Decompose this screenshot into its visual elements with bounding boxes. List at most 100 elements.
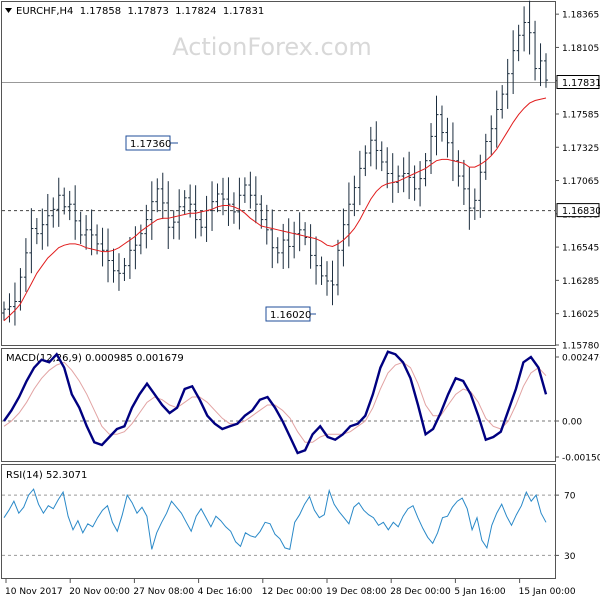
- price-bar: [270, 209, 275, 269]
- price-bar: [286, 218, 291, 269]
- price-bar: [511, 30, 516, 95]
- price-bar: [434, 95, 439, 156]
- time-x-axis: 10 Nov 2017 20 Nov 00:00 27 Nov 08:00 4 Dec…: [5, 578, 576, 597]
- price-bar: [248, 171, 253, 209]
- price-bar: [314, 236, 319, 285]
- price-bar: [2, 301, 6, 321]
- price-bar: [439, 105, 444, 142]
- price-bar: [352, 175, 357, 217]
- rsi-y-tick-label: 70: [564, 492, 576, 502]
- triangle-down-icon[interactable]: [5, 8, 12, 13]
- price-bar: [78, 211, 83, 245]
- price-bar: [40, 208, 45, 250]
- price-bar: [368, 126, 373, 167]
- macd-panel-frame: [1, 348, 556, 462]
- price-bar: [418, 161, 423, 207]
- price-bar: [407, 151, 412, 200]
- rsi-panel-frame: [1, 464, 556, 579]
- price-bar: [500, 85, 505, 119]
- price-bar: [264, 204, 269, 245]
- macd-line: [3, 350, 548, 455]
- price-bar: [494, 90, 499, 148]
- price-bar: [346, 182, 351, 247]
- price-bar: [67, 190, 72, 221]
- price-bar: [193, 185, 198, 239]
- price-bar: [297, 212, 302, 252]
- price-bar: [253, 176, 258, 224]
- price-bar: [450, 122, 455, 182]
- moving-average-line: [3, 97, 547, 322]
- price-bar: [111, 248, 116, 283]
- price-bar: [516, 24, 521, 62]
- price-bar: [177, 189, 182, 240]
- last-price-box: [556, 75, 600, 90]
- price-bar: [242, 177, 247, 203]
- price-bar: [231, 192, 236, 224]
- x-tick-label: 15 Jan 00:00: [519, 587, 576, 597]
- macd-y-tick-label: 0.00: [562, 418, 582, 428]
- rsi-y-axis: 70 30: [555, 492, 576, 562]
- price-bar: [259, 195, 264, 229]
- price-bar: [12, 282, 17, 326]
- price-bar: [133, 226, 138, 270]
- price-bar: [100, 227, 105, 267]
- rsi-title: RSI(14) 52.3071: [6, 470, 87, 481]
- x-tick-label: 19 Dec 08:00: [326, 587, 387, 597]
- price-y-tick-label: 1.16545: [562, 244, 599, 254]
- price-y-tick-label: 1.16025: [562, 310, 599, 320]
- last-price-label: 1.17831: [562, 78, 600, 89]
- price-bar: [538, 43, 543, 87]
- price-bar: [34, 218, 39, 245]
- price-bar: [472, 188, 477, 220]
- macd-title: MACD(12,26,9) 0.000985 0.001679: [6, 353, 184, 364]
- rsi-y-tick-label: 30: [564, 552, 576, 562]
- price-y-tick-label: 1.17585: [562, 110, 599, 120]
- price-y-tick-label: 1.16285: [562, 277, 599, 287]
- price-bar: [188, 184, 193, 218]
- price-bar: [533, 20, 538, 81]
- price-panel-frame: [1, 1, 556, 346]
- price-bar: [522, 6, 527, 52]
- price-bar: [379, 141, 384, 172]
- price-bar: [357, 150, 362, 206]
- price-bar: [544, 53, 548, 88]
- x-tick-label: 4 Dec 16:00: [198, 587, 253, 597]
- price-bar: [401, 157, 406, 193]
- price-bar: [138, 224, 143, 255]
- price-bar: [84, 215, 89, 250]
- price-bar: [144, 204, 149, 249]
- price-bar: [73, 185, 78, 240]
- price-bar: [478, 154, 483, 218]
- price-bar: [155, 178, 160, 213]
- price-y-tick-label: 1.17325: [562, 144, 599, 154]
- price-bar: [483, 133, 488, 180]
- price-bar: [95, 224, 100, 255]
- price-y-tick-label: 1.15780: [562, 342, 599, 352]
- price-y-tick-label: 1.18105: [562, 44, 599, 54]
- price-bar: [171, 210, 176, 240]
- x-tick-label: 10 Nov 2017: [5, 587, 63, 597]
- price-bar: [45, 193, 50, 247]
- price-bar: [7, 293, 12, 323]
- swing-high-label: 1.17360: [130, 139, 171, 150]
- price-bar: [390, 153, 395, 203]
- price-bar: [127, 236, 132, 279]
- x-tick-label: 12 Dec 00:00: [262, 587, 323, 597]
- price-bar: [122, 257, 127, 282]
- price-bar: [412, 165, 417, 201]
- price-bar: [467, 167, 472, 230]
- price-bar: [56, 177, 61, 227]
- price-bar: [215, 183, 220, 213]
- price-bar: [182, 190, 187, 215]
- price-bar: [23, 238, 28, 292]
- price-bar: [341, 208, 346, 267]
- macd-y-tick-label: -0.001507: [562, 454, 600, 464]
- price-bar: [374, 121, 379, 170]
- price-bar: [29, 208, 34, 274]
- price-bar: [275, 237, 280, 264]
- price-bar: [363, 145, 368, 177]
- price-bar: [330, 260, 335, 306]
- price-bar: [220, 177, 225, 216]
- price-bar: [89, 209, 94, 256]
